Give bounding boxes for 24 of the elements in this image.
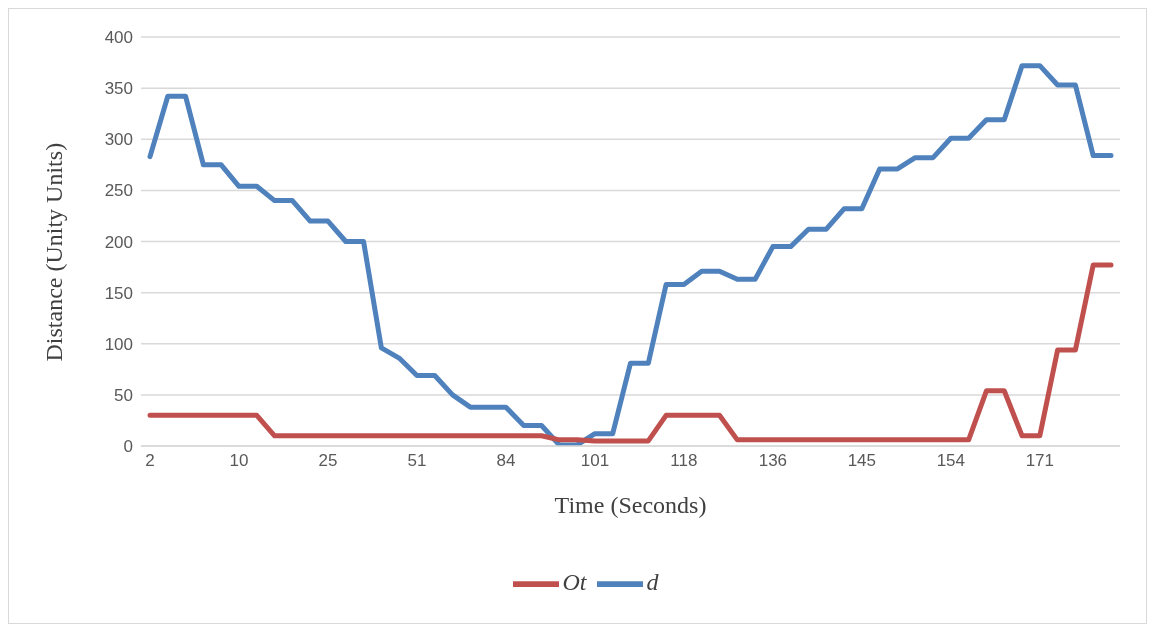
y-tick-label: 150 bbox=[104, 283, 133, 303]
legend-label: d bbox=[646, 568, 659, 595]
y-tick-label: 250 bbox=[104, 181, 133, 201]
x-tick-label: 101 bbox=[580, 451, 610, 471]
y-tick-label: 0 bbox=[123, 437, 133, 457]
x-tick-label: 171 bbox=[1025, 451, 1054, 471]
y-axis-title: Distance (Unity Units) bbox=[40, 142, 67, 362]
x-tick-label: 2 bbox=[145, 451, 155, 471]
x-tick-label: 118 bbox=[670, 451, 698, 471]
x-tick-label: 145 bbox=[847, 451, 877, 471]
y-tick-label: 50 bbox=[114, 385, 133, 405]
x-tick-label: 10 bbox=[229, 451, 249, 471]
y-tick-label: 400 bbox=[104, 28, 133, 48]
x-tick-label: 51 bbox=[407, 451, 427, 471]
y-tick-label: 200 bbox=[104, 232, 133, 252]
x-axis-title: Time (Seconds) bbox=[554, 492, 707, 519]
y-tick-label: 350 bbox=[104, 79, 133, 99]
x-tick-label: 84 bbox=[496, 451, 516, 471]
x-tick-label: 154 bbox=[936, 451, 966, 471]
x-tick-label: 136 bbox=[758, 451, 788, 471]
y-tick-label: 300 bbox=[104, 130, 133, 150]
x-tick-label: 25 bbox=[318, 451, 338, 471]
legend-label: Ot bbox=[562, 568, 587, 595]
y-tick-label: 100 bbox=[104, 334, 133, 354]
